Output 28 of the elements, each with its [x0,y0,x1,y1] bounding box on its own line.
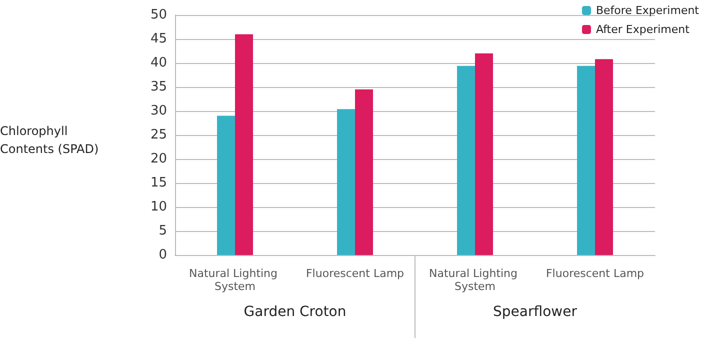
y-tick-label: 50 [150,8,167,22]
y-tick-label: 30 [150,104,167,118]
bar [217,116,235,255]
y-tick-label: 5 [158,224,167,238]
x-tick-label: Fluorescent Lamp [306,267,404,280]
y-tick-label: 15 [150,176,167,190]
bar [235,34,253,255]
bar [457,66,475,255]
legend-label: After Experiment [596,23,690,36]
y-tick-label: 0 [158,248,167,262]
x-tick-label: Natural Lighting System [188,267,282,293]
y-tick-label: 25 [150,128,167,142]
y-tick-label: 20 [150,152,167,166]
y-tick-label: 45 [150,32,167,46]
bar [355,89,373,255]
y-tick-label: 35 [150,80,167,94]
y-tick-label: 40 [150,56,167,70]
text: Garden Croton [244,304,346,320]
y-tick-label: 10 [150,200,167,214]
bar [337,109,355,255]
y-axis-title: Chlorophyll Contents (SPAD) [0,124,99,156]
bar [595,59,613,255]
bar [475,53,493,255]
x-tick-label: Natural Lighting System [428,267,522,293]
bar [577,66,595,255]
text: Spearflower [493,304,578,320]
legend-label: Before Experiment [596,4,700,17]
x-tick-label: Fluorescent Lamp [546,267,644,280]
